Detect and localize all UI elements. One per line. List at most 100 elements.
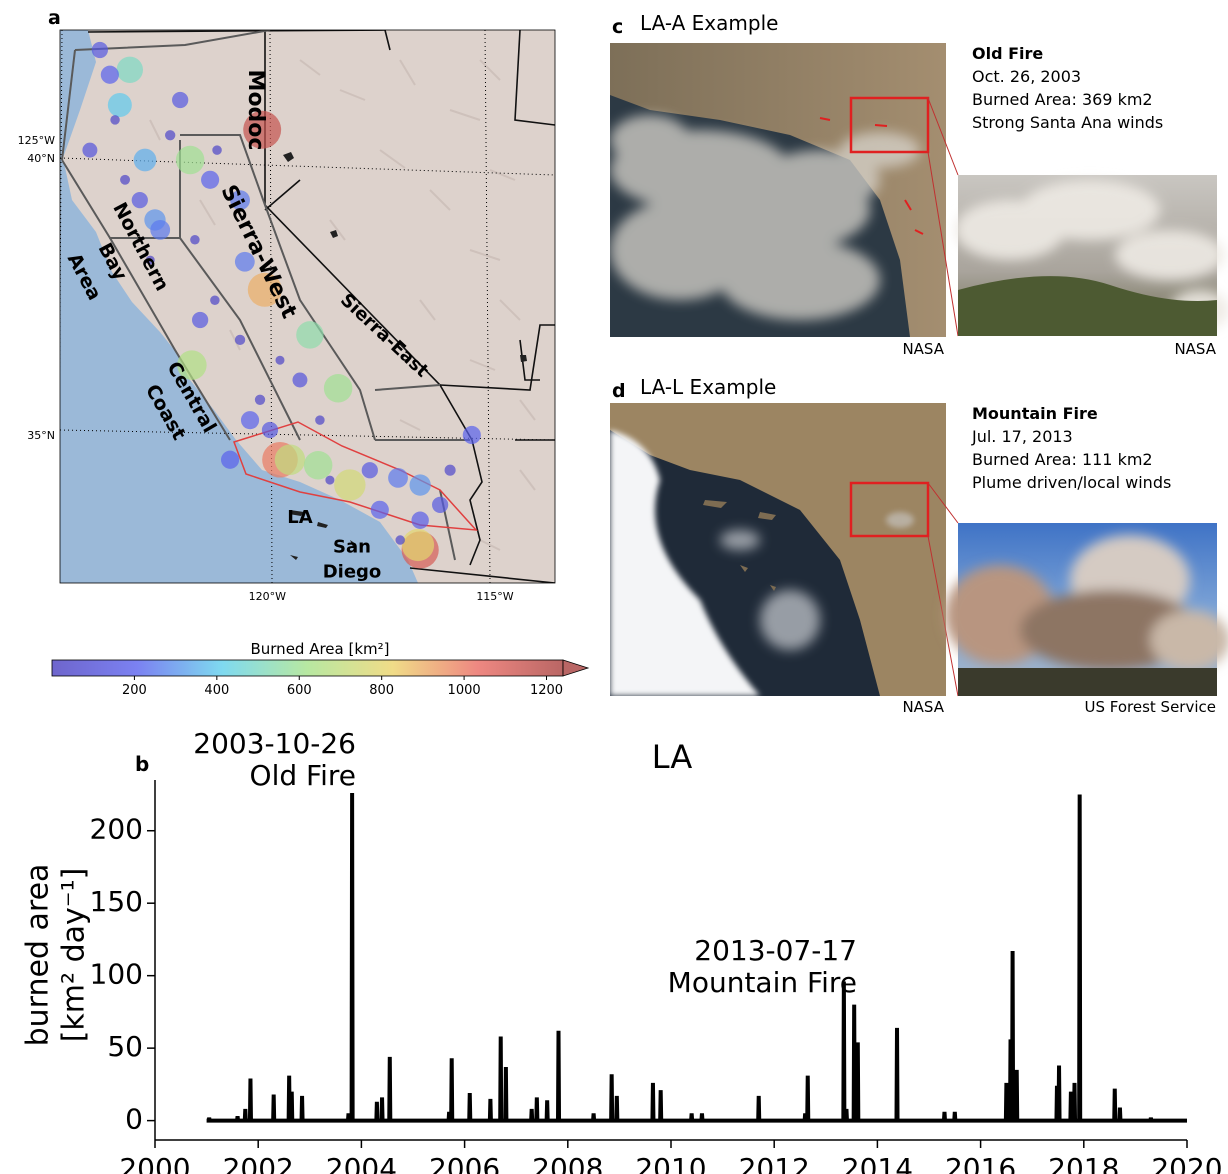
lat-label: 35°N xyxy=(27,429,55,442)
colorbar-tick-label: 200 xyxy=(122,683,147,698)
fire-detail: Oct. 26, 2003 xyxy=(972,67,1081,86)
fire-point xyxy=(150,220,170,240)
x-tick-label: 2020 xyxy=(1151,1152,1222,1174)
fire-point xyxy=(192,312,208,328)
y-tick-label: 150 xyxy=(90,885,143,918)
fire-point xyxy=(132,192,148,208)
annotation: Mountain Fire xyxy=(668,966,857,999)
annotation: 2003-10-26 xyxy=(193,727,356,760)
fire-point xyxy=(110,115,119,124)
ellipse-shape xyxy=(720,240,880,320)
x-tick-label: 2018 xyxy=(1048,1152,1119,1174)
fire-photo xyxy=(945,523,1228,696)
ellipse-shape xyxy=(760,590,820,650)
g-shape xyxy=(610,43,946,337)
fire-point xyxy=(172,92,188,108)
x-tick-label: 2006 xyxy=(429,1152,500,1174)
x-tick-label: 2012 xyxy=(739,1152,810,1174)
x-tick-label: 2000 xyxy=(119,1152,190,1174)
y-tick-label: 0 xyxy=(125,1103,143,1136)
fire-point xyxy=(432,497,448,513)
y-tick-label: 200 xyxy=(90,813,143,846)
ellipse-shape xyxy=(610,115,690,165)
region-label-line: Modoc xyxy=(243,70,268,151)
fire-point xyxy=(120,175,130,185)
fire-point xyxy=(190,235,199,244)
fire-point xyxy=(235,335,245,345)
fire-point xyxy=(134,149,157,172)
panel-label: b xyxy=(135,752,149,776)
x-tick-label: 2016 xyxy=(945,1152,1016,1174)
lon-label: 120°W xyxy=(249,590,286,603)
fire-point xyxy=(292,373,307,388)
y-axis-label: burned area[km² day⁻¹] xyxy=(21,864,92,1047)
fire-point xyxy=(296,321,323,348)
x-tick-label: 2002 xyxy=(223,1152,294,1174)
colorbar-tick-label: 1200 xyxy=(530,683,563,698)
figure: ModocSierra-WestNorthernBayAreaCentralCo… xyxy=(0,0,1228,1174)
region-label: Modoc xyxy=(243,70,268,151)
fire-point xyxy=(92,42,108,58)
annotation: 2013-07-17 xyxy=(694,934,857,967)
fire-point xyxy=(445,465,456,476)
colorbar-tick-label: 800 xyxy=(369,683,394,698)
fire-point xyxy=(201,171,219,189)
panel-label: c xyxy=(612,16,623,38)
satellite-image xyxy=(610,43,958,337)
fire-point xyxy=(411,512,428,529)
y-axis-label-line: [km² day⁻¹] xyxy=(57,868,92,1043)
fire-point xyxy=(371,501,389,519)
fire-point xyxy=(176,146,204,174)
fire-detail: Strong Santa Ana winds xyxy=(972,113,1163,132)
image-credit: US Forest Service xyxy=(1084,698,1216,716)
chart-title: LA xyxy=(652,738,693,776)
fire-point xyxy=(402,529,434,561)
image-credit: NASA xyxy=(902,340,944,358)
ellipse-shape xyxy=(1150,610,1228,670)
fire-point xyxy=(212,145,221,154)
fire-point xyxy=(315,415,324,424)
fire-point xyxy=(410,474,431,495)
y-tick-label: 100 xyxy=(90,958,143,991)
fire-point xyxy=(255,395,265,405)
lon-label: 115°W xyxy=(476,590,513,603)
colorbar-title: Burned Area [km²] xyxy=(250,640,389,658)
ellipse-shape xyxy=(720,530,760,550)
fire-point xyxy=(362,462,378,478)
image-credit: NASA xyxy=(902,698,944,716)
lon-label: 125°W xyxy=(18,134,55,147)
fire-point xyxy=(275,445,305,475)
fire-point xyxy=(304,451,332,479)
fire-name: Old Fire xyxy=(972,44,1043,63)
fire-point xyxy=(108,93,132,117)
fire-point xyxy=(241,411,259,429)
region-label-line: LA xyxy=(287,507,312,528)
fire-point xyxy=(210,296,219,305)
image-credit: NASA xyxy=(1174,340,1216,358)
region-label-line: Diego xyxy=(323,562,382,583)
fire-point xyxy=(325,476,334,485)
map-panel: ModocSierra-WestNorthernBayAreaCentralCo… xyxy=(18,7,555,603)
region-label-line: San xyxy=(333,537,371,558)
page: California burned area figure html, body… xyxy=(0,0,1228,1174)
fire-point xyxy=(334,469,365,500)
x-tick-label: 2004 xyxy=(326,1152,397,1174)
colorbar-tick-label: 400 xyxy=(204,683,229,698)
g-shape xyxy=(610,403,946,696)
example-title: LA-A Example xyxy=(640,11,778,35)
fire-point xyxy=(117,57,143,83)
fire-point xyxy=(275,356,284,365)
fire-point xyxy=(395,535,404,544)
x-tick-label: 2010 xyxy=(635,1152,706,1174)
fire-point xyxy=(101,66,119,84)
colorbar-tick-label: 1000 xyxy=(448,683,481,698)
fire-photo xyxy=(955,175,1228,336)
example-title: LA-L Example xyxy=(640,375,776,399)
fire-detail: Burned Area: 111 km2 xyxy=(972,450,1153,469)
fire-detail: Plume driven/local winds xyxy=(972,473,1171,492)
panel-label: d xyxy=(612,380,626,402)
page-body: { "map": { "panel_label": "a", "lon_labe… xyxy=(0,0,1228,1174)
fire-point xyxy=(324,374,352,402)
